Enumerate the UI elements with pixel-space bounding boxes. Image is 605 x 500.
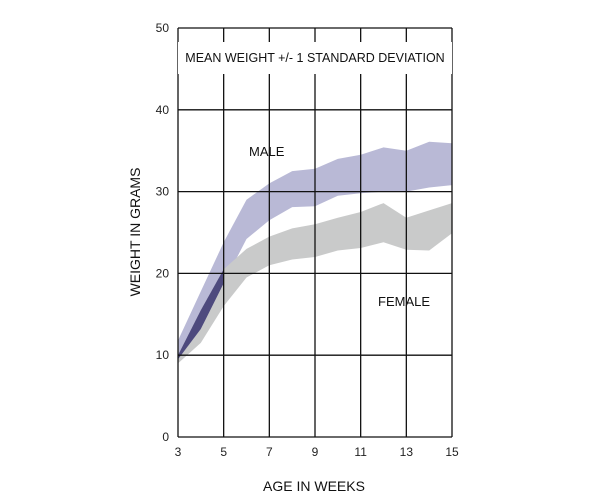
chart-title: MEAN WEIGHT +/- 1 STANDARD DEVIATION (185, 51, 444, 65)
x-tick-label: 15 (445, 445, 459, 459)
male-label: MALE (249, 144, 285, 159)
y-tick-label: 10 (156, 348, 170, 362)
x-tick-label: 9 (312, 445, 319, 459)
x-tick-label: 11 (354, 445, 367, 459)
y-tick-label: 20 (156, 266, 170, 280)
chart-grid (177, 27, 453, 438)
title-box (178, 42, 452, 74)
y-tick-label: 0 (162, 430, 169, 444)
x-tick-label: 5 (220, 445, 227, 459)
y-tick-labels: 0 10 20 30 40 50 (156, 21, 170, 444)
y-tick-label: 40 (156, 103, 170, 117)
female-label: FEMALE (378, 294, 430, 309)
band-overlap (178, 269, 224, 360)
y-tick-label: 30 (156, 185, 170, 199)
x-tick-label: 7 (266, 445, 273, 459)
x-axis-title: AGE IN WEEKS (263, 478, 365, 494)
x-tick-label: 3 (175, 445, 182, 459)
y-tick-label: 50 (156, 21, 170, 35)
y-axis-title: WEIGHT IN GRAMS (127, 168, 143, 297)
x-tick-labels: 3 5 7 9 11 13 15 (175, 445, 459, 459)
x-tick-label: 13 (400, 445, 414, 459)
